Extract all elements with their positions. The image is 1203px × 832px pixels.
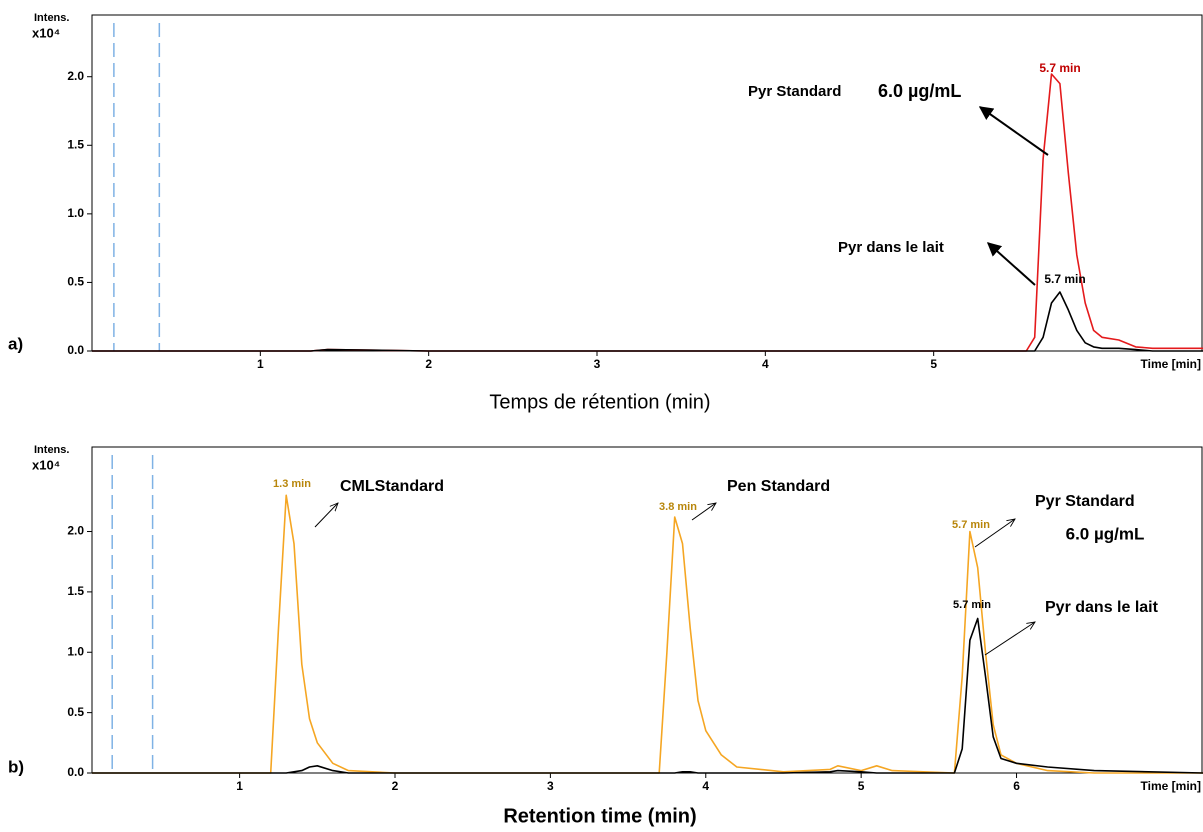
y-tick-label: 1.5 bbox=[67, 584, 84, 598]
trace bbox=[92, 494, 1203, 774]
trace bbox=[92, 617, 1203, 774]
annotation: Pyr Standard bbox=[1035, 493, 1135, 510]
arrow bbox=[984, 622, 1035, 656]
trace bbox=[92, 291, 1203, 352]
y-tick-label: 0.5 bbox=[67, 705, 84, 719]
annotation: Pyr Standard bbox=[748, 83, 841, 100]
annotation: CMLStandard bbox=[340, 478, 444, 495]
annotation: 6.0 µg/mL bbox=[878, 81, 961, 101]
annotation: 5.7 min bbox=[953, 599, 991, 611]
x-axis-title: Retention time (min) bbox=[503, 805, 696, 827]
y-tick-label: 2.0 bbox=[67, 524, 84, 538]
y-tick-label: 2.0 bbox=[67, 69, 84, 83]
y-tick-label: 0.5 bbox=[67, 275, 84, 289]
trace bbox=[92, 73, 1203, 352]
annotation: 6.0 µg/mL bbox=[1066, 524, 1145, 543]
y-axis-label: Intens. bbox=[34, 12, 69, 24]
x-axis-title: Temps de rétention (min) bbox=[489, 391, 710, 413]
annotation: 1.3 min bbox=[273, 478, 311, 490]
y-tick-label: 1.0 bbox=[67, 206, 84, 220]
y-axis-label: Intens. bbox=[34, 444, 69, 456]
x-tick-label: 3 bbox=[594, 357, 601, 371]
x-tick-label: 4 bbox=[702, 779, 709, 793]
y-axis-scale: x10⁴ bbox=[32, 25, 60, 40]
x-axis-label: Time [min] bbox=[1141, 779, 1201, 793]
annotation: 5.7 min bbox=[1044, 272, 1085, 286]
arrow bbox=[314, 503, 338, 528]
annotation: 5.7 min bbox=[952, 519, 990, 531]
annotation: Pyr dans le lait bbox=[1045, 599, 1159, 616]
annotation: 5.7 min bbox=[1039, 61, 1080, 75]
y-axis-scale: x10⁴ bbox=[32, 457, 60, 472]
annotation: Pyr dans le lait bbox=[838, 239, 944, 256]
x-tick-label: 5 bbox=[858, 779, 865, 793]
y-tick-label: 1.0 bbox=[67, 644, 84, 658]
x-tick-label: 2 bbox=[425, 357, 432, 371]
arrow bbox=[974, 519, 1015, 548]
x-tick-label: 1 bbox=[257, 357, 264, 371]
x-tick-label: 3 bbox=[547, 779, 554, 793]
x-axis-label: Time [min] bbox=[1141, 357, 1201, 371]
annotation: 3.8 min bbox=[659, 501, 697, 513]
annotation: Pen Standard bbox=[727, 478, 830, 495]
plot-frame bbox=[91, 14, 1203, 352]
panel-label: b) bbox=[8, 757, 24, 776]
y-tick-label: 0.0 bbox=[67, 765, 84, 779]
x-tick-label: 6 bbox=[1013, 779, 1020, 793]
x-tick-label: 4 bbox=[762, 357, 769, 371]
x-tick-label: 1 bbox=[236, 779, 243, 793]
panel-label: a) bbox=[8, 334, 23, 353]
y-tick-label: 0.0 bbox=[67, 343, 84, 357]
y-tick-label: 1.5 bbox=[67, 137, 84, 151]
x-tick-label: 5 bbox=[930, 357, 937, 371]
arrow bbox=[986, 242, 1036, 286]
arrow bbox=[691, 503, 716, 521]
arrow bbox=[978, 106, 1049, 156]
x-tick-label: 2 bbox=[392, 779, 399, 793]
